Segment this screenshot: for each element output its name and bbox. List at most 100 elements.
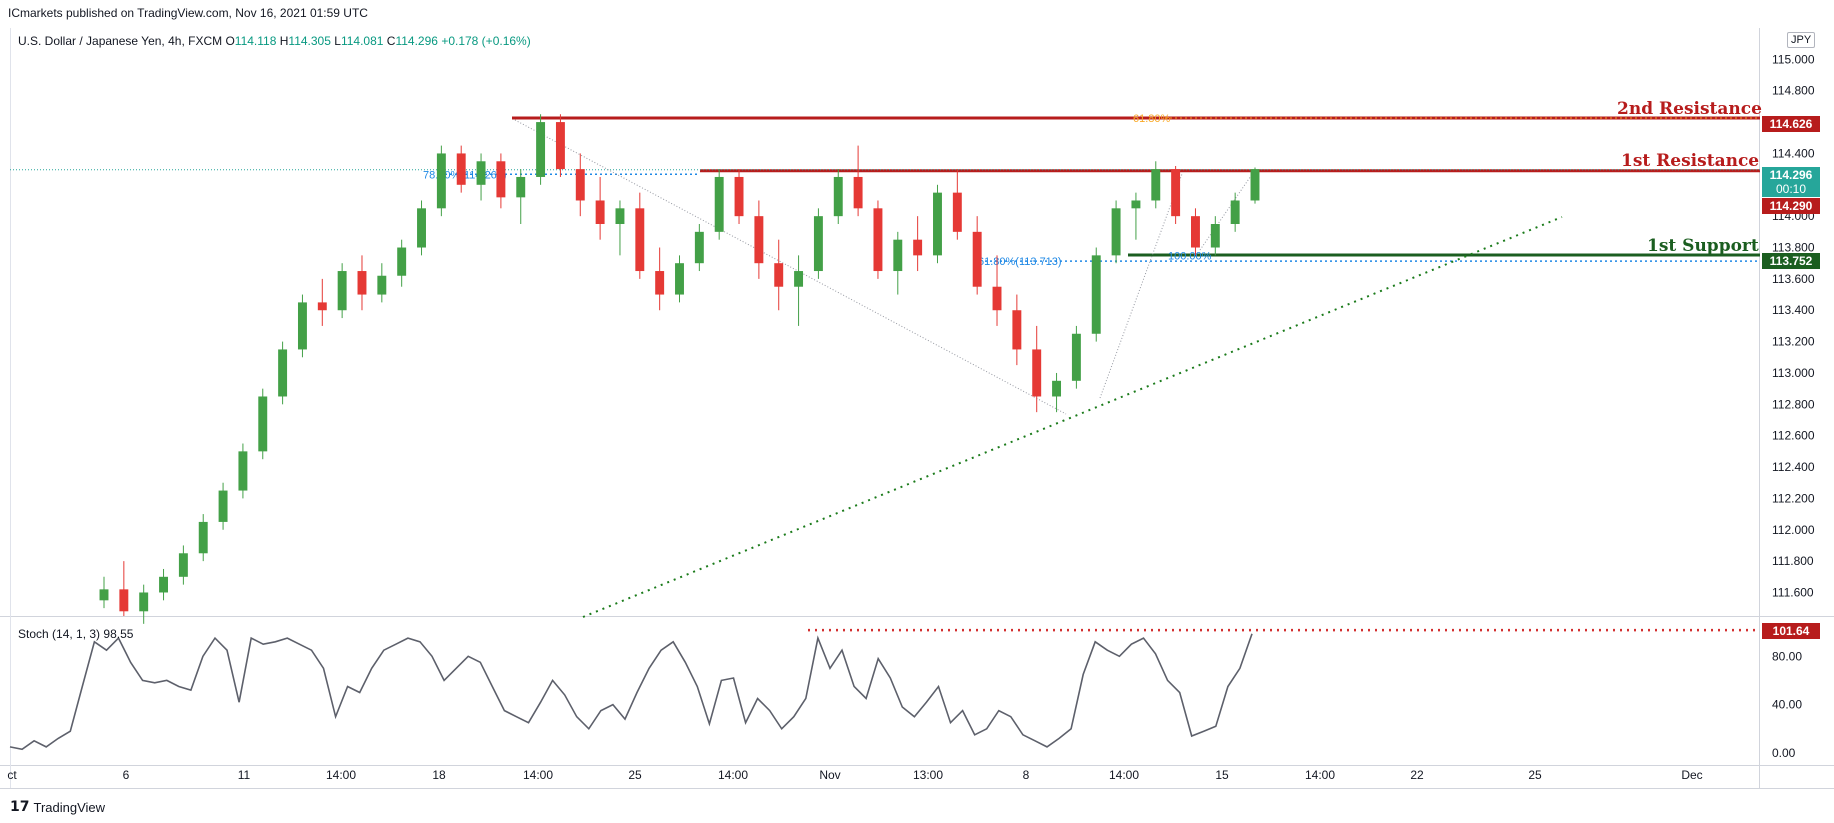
candle-body <box>555 122 565 170</box>
last-price-tag: 114.296 <box>1762 167 1820 183</box>
time-tick-label: 14:00 <box>1109 768 1139 782</box>
time-tick-label: 14:00 <box>523 768 553 782</box>
candle-body <box>1032 349 1042 397</box>
candle-body <box>258 396 268 452</box>
candle-body <box>1230 200 1240 224</box>
candle-body <box>516 176 526 198</box>
candle-body <box>992 286 1002 311</box>
candle-body <box>575 169 585 201</box>
time-tick-label: 14:00 <box>1305 768 1335 782</box>
stoch-line <box>9 633 1253 751</box>
ohlc-high-label: H <box>279 34 289 48</box>
candle-body <box>297 302 307 350</box>
price-tick-label: 112.200 <box>1772 491 1815 505</box>
second-resistance-label: 2nd Resistance <box>1617 99 1762 119</box>
candle-body <box>694 231 704 264</box>
ohlc-low-label: L <box>334 34 341 48</box>
candle-body <box>357 271 367 295</box>
time-tick-label: 25 <box>1528 768 1542 782</box>
time-tick-label: 18 <box>432 768 446 782</box>
price-tick-label: 113.000 <box>1772 366 1815 380</box>
candle-body <box>139 592 149 612</box>
candle-body <box>218 490 228 522</box>
ohlc-change: +0.178 (+0.16%) <box>441 34 531 48</box>
candle-body <box>1250 169 1260 201</box>
price-tick-label: 111.600 <box>1772 585 1814 599</box>
candle-body <box>794 271 804 287</box>
candle-body <box>615 208 625 224</box>
stoch-value: 98.55 <box>103 627 134 641</box>
candle-body <box>813 216 823 272</box>
price-tick-label: 115.000 <box>1772 52 1815 66</box>
first-support-label: 1st Support <box>1647 236 1759 256</box>
price-tick-label: 112.400 <box>1772 460 1815 474</box>
first-support-tag: 113.752 <box>1762 253 1820 269</box>
ohlc-close-label: C <box>386 34 396 48</box>
time-tick-label: 15 <box>1215 768 1229 782</box>
candle-body <box>933 192 942 256</box>
candle-body <box>119 589 129 612</box>
price-tick-label: 113.400 <box>1772 303 1815 317</box>
time-tick-label: 22 <box>1410 768 1424 782</box>
candle-body <box>238 451 248 491</box>
candle-body <box>833 176 843 217</box>
ohlc-high: 114.305 <box>288 34 331 48</box>
candle-body <box>972 231 982 287</box>
candle-body <box>1091 255 1101 334</box>
candle-body <box>635 208 645 272</box>
ohlc-close: 114.296 <box>395 34 438 48</box>
candle-body <box>436 153 446 209</box>
ohlc-open-label: O <box>225 34 235 48</box>
first-resistance-label: 1st Resistance <box>1621 151 1760 171</box>
ohlc-open: 114.118 <box>234 34 277 48</box>
tradingview-logo[interactable]: 𝟭𝟳 TradingView <box>10 799 105 815</box>
price-tick-label: 112.800 <box>1772 397 1815 411</box>
candle-body <box>873 208 883 272</box>
time-tick-label: 11 <box>238 768 251 782</box>
candle-body <box>317 302 327 311</box>
candle-body <box>198 521 208 554</box>
candle-body <box>734 176 744 217</box>
stoch-tick-label: 40.00 <box>1772 698 1802 712</box>
candle-body <box>456 153 466 185</box>
price-tick-label: 113.800 <box>1772 241 1815 255</box>
candle-body <box>1071 333 1081 381</box>
price-tick-label: 113.200 <box>1772 335 1815 349</box>
candle-body <box>595 200 605 224</box>
time-tick-label: Nov <box>819 768 840 782</box>
second-resistance-tag: 114.626 <box>1762 116 1820 132</box>
price-tick-label: 114.800 <box>1772 84 1815 98</box>
time-tick-label: ct <box>7 768 17 782</box>
fib-618-top-label: 61.80% <box>1133 113 1171 125</box>
candle-body <box>853 176 863 209</box>
price-tick-label: 114.400 <box>1772 146 1815 160</box>
candle-body <box>1052 380 1062 397</box>
stoch-tick-label: 80.00 <box>1772 649 1802 663</box>
time-tick-label: 14:00 <box>326 768 356 782</box>
stoch-label: Stoch (14, 1, 3) <box>18 627 101 641</box>
publisher-caption: ICmarkets published on TradingView.com, … <box>8 6 368 20</box>
candle-body <box>417 208 426 248</box>
candle-body <box>655 271 665 295</box>
candle-body <box>913 239 923 256</box>
symbol-name: U.S. Dollar / Japanese Yen, 4h, FXCM <box>18 34 223 48</box>
candle-body <box>377 275 387 295</box>
candle-body <box>1012 310 1022 350</box>
candle-body <box>278 349 288 397</box>
ascending-trendline <box>582 216 1563 618</box>
fib-anchor-line-3 <box>1199 169 1256 251</box>
candle-body <box>1111 208 1121 256</box>
currency-button[interactable]: JPY <box>1787 32 1816 48</box>
fib-100-label: 100.00% <box>1168 250 1212 262</box>
candle-body <box>337 271 347 311</box>
candle-body <box>496 161 506 198</box>
stoch-legend: Stoch (14, 1, 3) 98.55 <box>18 627 133 641</box>
price-tick-label: 111.800 <box>1772 554 1814 568</box>
candle-body <box>159 576 168 593</box>
candle-body <box>754 216 764 264</box>
first-resistance-tag: 114.290 <box>1762 198 1820 214</box>
tradingview-logo-text: TradingView <box>33 799 106 815</box>
candle-body <box>1151 169 1161 201</box>
time-tick-label: 14:00 <box>718 768 748 782</box>
